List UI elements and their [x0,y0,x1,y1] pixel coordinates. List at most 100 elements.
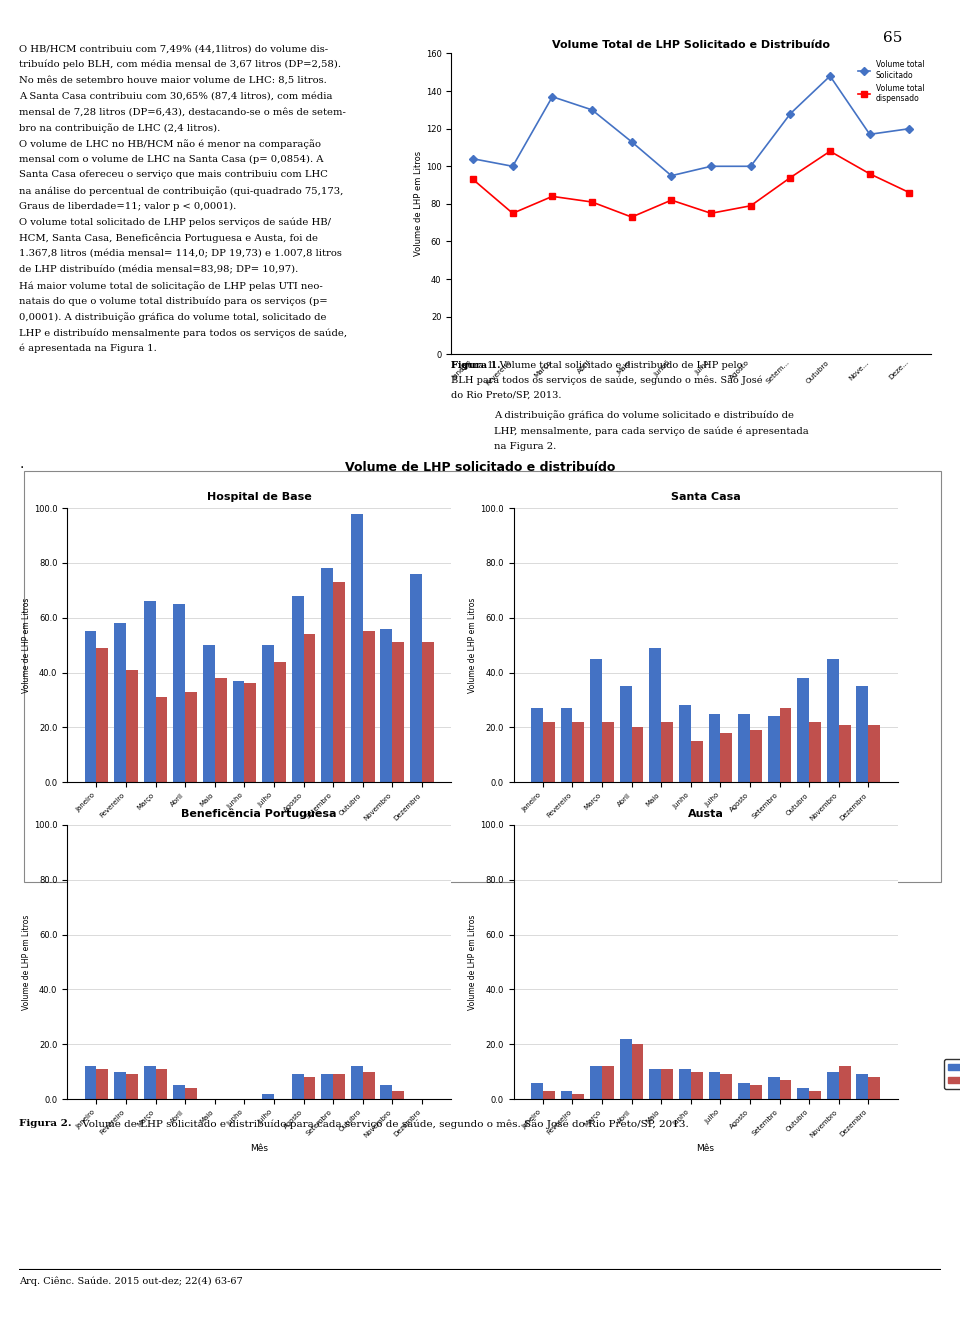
Text: na análise do percentual de contribuição (qui-quadrado 75,173,: na análise do percentual de contribuição… [19,186,344,197]
Bar [114,623,126,782]
Y-axis label: Volume de LHP em Litros: Volume de LHP em Litros [468,598,477,693]
Text: Figura 2.: Figura 2. [19,1119,72,1128]
Bar [827,659,839,782]
Text: O volume de LHC no HB/HCM não é menor na comparação: O volume de LHC no HB/HCM não é menor na… [19,139,322,148]
Text: Arq. Ciênc. Saúde. 2015 out-dez; 22(4) 63-67: Arq. Ciênc. Saúde. 2015 out-dez; 22(4) 6… [19,1277,243,1286]
Bar [561,709,572,782]
Bar [561,1091,572,1099]
Bar [708,714,720,782]
Title: Volume Total de LHP Solicitado e Distribuído: Volume Total de LHP Solicitado e Distrib… [552,40,830,49]
Title: Beneficência Portuguesa: Beneficência Portuguesa [181,808,337,818]
Text: do Rio Preto/SP, 2013.: do Rio Preto/SP, 2013. [451,390,562,400]
Bar [363,631,374,782]
Bar [602,722,613,782]
Bar [380,628,393,782]
Text: A distribuição gráfica do volume solicitado e distribuído de: A distribuição gráfica do volume solicit… [494,410,795,420]
Title: Austa: Austa [687,809,724,818]
Title: Santa Casa: Santa Casa [671,492,740,501]
Bar [679,706,691,782]
Bar [97,1068,108,1099]
Text: Figura 1.: Figura 1. [451,361,501,370]
Bar [144,602,156,782]
Text: 0,0001). A distribuição gráfica do volume total, solicitado de: 0,0001). A distribuição gráfica do volum… [19,313,326,322]
Bar [691,741,703,782]
Text: mensal de 7,28 litros (DP=6,43), destacando-se o mês de setem-: mensal de 7,28 litros (DP=6,43), destaca… [19,107,346,116]
Bar [590,659,602,782]
Bar [185,691,197,782]
Bar [590,1066,602,1099]
Bar [868,725,880,782]
Bar [708,1072,720,1099]
Text: Graus de liberdade=11; valor p < 0,0001).: Graus de liberdade=11; valor p < 0,0001)… [19,202,236,211]
Bar [649,1068,661,1099]
Bar [750,730,762,782]
Bar [738,1083,750,1099]
Bar [809,1091,821,1099]
X-axis label: Mês: Mês [251,828,268,836]
Bar [691,1072,703,1099]
Bar [203,644,215,782]
Bar [156,1068,167,1099]
Bar [572,1094,585,1099]
Title: Hospital de Base: Hospital de Base [206,492,312,501]
Bar [661,722,673,782]
Bar [750,1086,762,1099]
Bar [809,722,821,782]
Text: de LHP distribuído (média mensal=83,98; DP= 10,97).: de LHP distribuído (média mensal=83,98; … [19,265,299,274]
Bar [632,727,643,782]
Bar [174,1086,185,1099]
Text: .: . [19,457,24,471]
Bar [531,709,543,782]
Text: A Santa Casa contribuiu com 30,65% (87,4 litros), com média: A Santa Casa contribuiu com 30,65% (87,4… [19,91,333,100]
Text: natais do que o volume total distribuído para os serviços (p=: natais do que o volume total distribuído… [19,297,327,306]
X-axis label: Mês: Mês [697,828,714,836]
Bar [839,725,851,782]
Text: No mês de setembro houve maior volume de LHC: 8,5 litros.: No mês de setembro houve maior volume de… [19,76,327,84]
Bar [245,683,256,782]
Bar [410,574,421,782]
Bar [215,678,227,782]
Bar [768,1078,780,1099]
Bar [97,648,108,782]
Y-axis label: Volume de LHP em Litros: Volume de LHP em Litros [22,915,31,1009]
Bar [380,1086,393,1099]
Bar [351,1066,363,1099]
Bar [868,1078,880,1099]
Bar [421,642,434,782]
Bar [144,1066,156,1099]
Y-axis label: Volume de LHP em Litros: Volume de LHP em Litros [22,598,31,693]
Text: O HB/HCM contribuiu com 7,49% (44,1litros) do volume dis-: O HB/HCM contribuiu com 7,49% (44,1litro… [19,44,328,53]
X-axis label: Mês: Mês [251,1144,268,1152]
Bar [322,1075,333,1099]
Text: BLH para todos os serviços de saúde, segundo o mês. São José: BLH para todos os serviços de saúde, seg… [451,376,762,385]
Bar [856,686,868,782]
Bar [274,662,286,782]
Text: é apresentada na Figura 1.: é apresentada na Figura 1. [19,344,156,353]
Bar [393,642,404,782]
Text: 1.367,8 litros (média mensal= 114,0; DP 19,73) e 1.007,8 litros: 1.367,8 litros (média mensal= 114,0; DP … [19,249,342,258]
Bar [543,722,555,782]
Bar [232,681,245,782]
Bar [531,1083,543,1099]
Bar [363,1072,374,1099]
Bar [856,1075,868,1099]
Bar [292,596,303,782]
Bar [351,513,363,782]
Bar [84,1066,97,1099]
Text: Santa Casa ofereceu o serviço que mais contribuiu com LHC: Santa Casa ofereceu o serviço que mais c… [19,170,328,179]
Bar [572,722,585,782]
Bar [720,733,732,782]
Text: HCM, Santa Casa, Beneficência Portuguesa e Austa, foi de: HCM, Santa Casa, Beneficência Portuguesa… [19,234,318,243]
Bar [679,1068,691,1099]
Bar [720,1075,732,1099]
Bar [303,634,316,782]
Bar [620,686,632,782]
Legend: Volume total
Solicitado, Volume total
dispensado: Volume total Solicitado, Volume total di… [855,57,927,106]
Bar [322,568,333,782]
Text: LHP, mensalmente, para cada serviço de saúde é apresentada: LHP, mensalmente, para cada serviço de s… [494,427,809,436]
Y-axis label: Volume de LHP em Litros: Volume de LHP em Litros [414,151,422,257]
Bar [661,1068,673,1099]
Text: Volume de LHP solicitado e distribuído para cada serviço de saúde, segundo o mês: Volume de LHP solicitado e distribuído p… [79,1119,688,1128]
Bar [780,709,791,782]
Bar [738,714,750,782]
